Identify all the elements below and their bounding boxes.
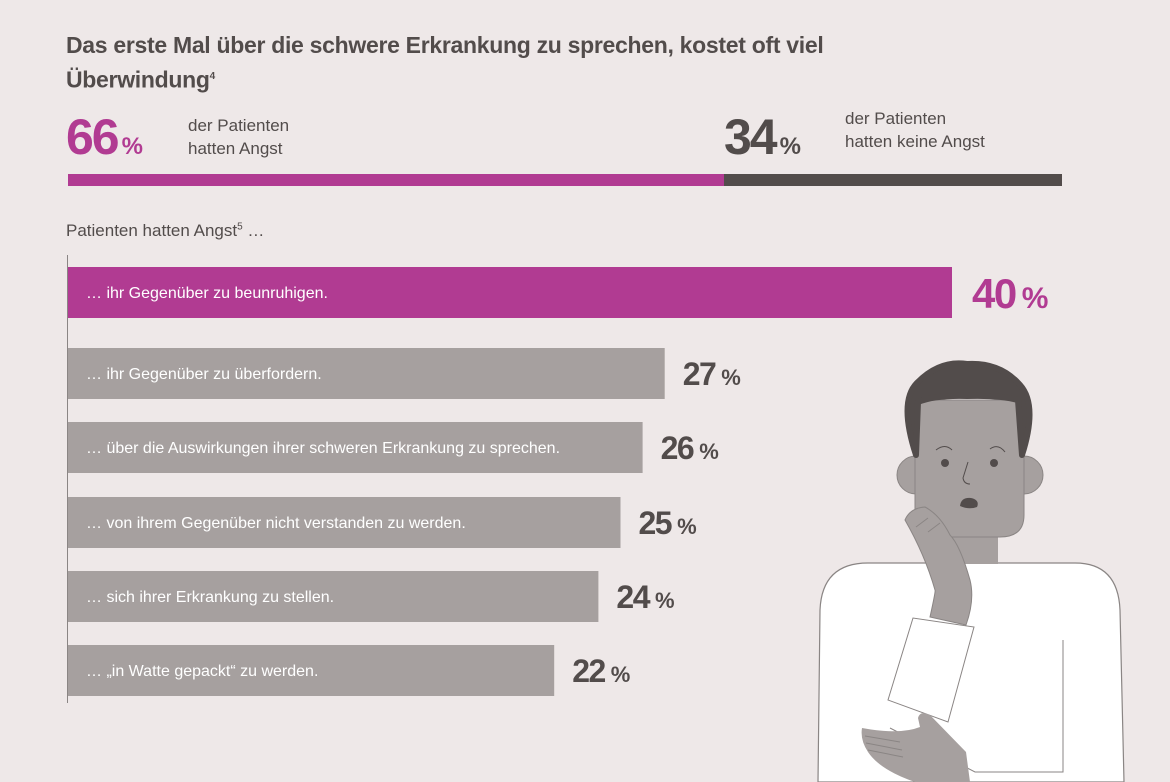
bar: [68, 267, 952, 318]
split-bar-afraid: [68, 174, 725, 186]
not-afraid-label: der Patienten hatten keine Angst: [845, 109, 985, 151]
bar-category-label: … ihr Gegenüber zu überfordern.: [86, 366, 322, 383]
bar: [68, 497, 621, 548]
percent-not-afraid: 34%: [724, 109, 801, 165]
bar: [68, 645, 555, 696]
person-illustration: [817, 360, 1125, 782]
percent-afraid: 66%: [66, 109, 143, 165]
bar: [68, 422, 643, 473]
bar-category-label: … ihr Gegenüber zu beunruhigen.: [86, 285, 328, 302]
bar: [68, 571, 599, 622]
afraid-label: der Patienten hatten Angst: [188, 116, 290, 158]
bar-value-label: 40%: [972, 270, 1048, 317]
bar-category-label: … sich ihrer Erkrankung zu stellen.: [86, 589, 334, 606]
bar-value-label: 22%: [572, 653, 630, 689]
chart-subtitle: Patienten hatten Angst5 …: [66, 221, 265, 240]
bar-category-label: … über die Auswirkungen ihrer schweren E…: [86, 440, 560, 457]
bar: [68, 348, 665, 399]
bar-value-label: 26%: [661, 430, 719, 466]
bar-category-label: … „in Watte gepackt“ zu werden.: [86, 663, 318, 680]
bar-value-label: 25%: [639, 505, 697, 541]
split-bar: [68, 174, 1062, 186]
bar-value-label: 24%: [616, 579, 674, 615]
bar-value-label: 27%: [683, 356, 741, 392]
split-bar-not-afraid: [724, 174, 1062, 186]
bar-category-label: … von ihrem Gegenüber nicht verstanden z…: [86, 515, 466, 532]
page-title: Das erste Mal über die schwere Erkrankun…: [66, 32, 824, 93]
